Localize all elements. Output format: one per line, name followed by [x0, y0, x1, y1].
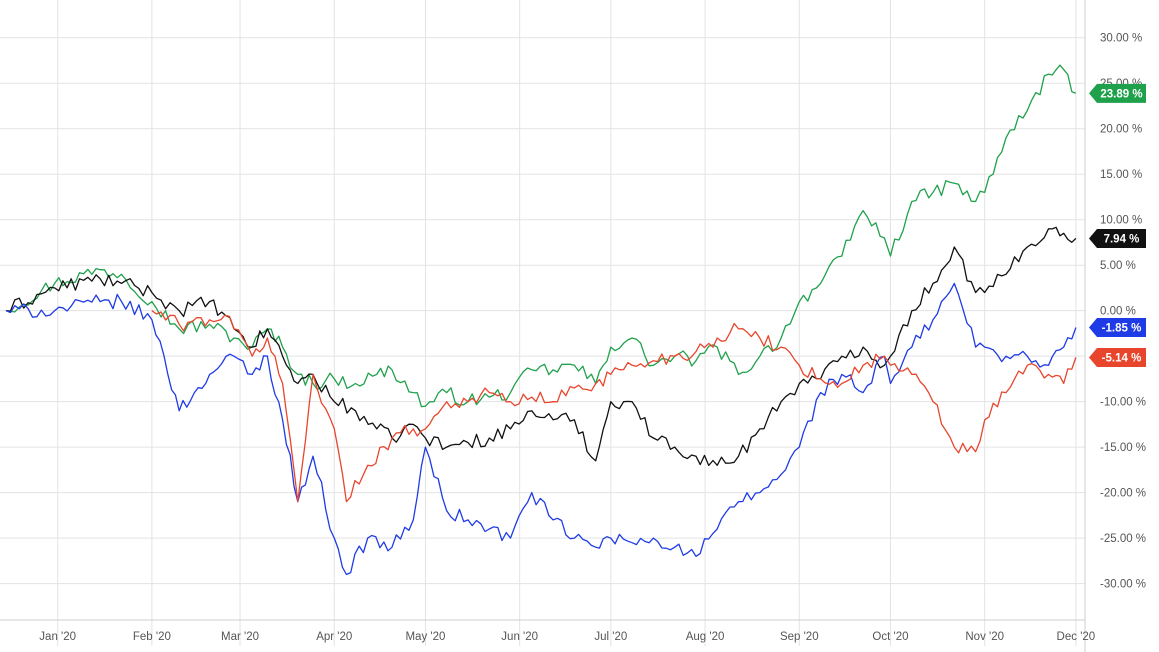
end-value-label: -1.85 %	[1102, 323, 1142, 335]
y-tick-label: 10.00 %	[1100, 215, 1142, 227]
x-tick-label: Jan '20	[39, 631, 76, 643]
series-line-2	[5, 226, 1077, 467]
y-tick-label: 5.00 %	[1100, 260, 1136, 272]
y-tick-label: -30.00 %	[1100, 579, 1146, 591]
x-tick-label: Oct '20	[872, 631, 908, 643]
x-tick-label: Mar '20	[221, 631, 259, 643]
x-tick-label: Jun '20	[501, 631, 538, 643]
series-lines	[5, 64, 1077, 576]
end-value-label: 23.89 %	[1100, 88, 1142, 100]
end-value-badge-bg	[1089, 228, 1146, 248]
end-value-badge-bg	[1089, 318, 1146, 338]
y-tick-label: -25.00 %	[1100, 533, 1146, 545]
x-tick-label: May '20	[405, 631, 445, 643]
x-tick-label: Sep '20	[780, 631, 819, 643]
x-tick-label: Feb '20	[133, 631, 171, 643]
series-line-4	[151, 310, 1077, 503]
x-tick-label: Aug '20	[686, 631, 725, 643]
y-tick-label: -15.00 %	[1100, 442, 1146, 454]
end-value-badge: 23.89 %	[1089, 83, 1146, 103]
y-tick-label: 20.00 %	[1100, 124, 1142, 136]
end-value-label: -5.14 %	[1102, 352, 1142, 364]
end-value-badge: -1.85 %	[1089, 318, 1146, 338]
end-value-badge: 7.94 %	[1089, 228, 1146, 248]
x-tick-label: Dec '20	[1057, 631, 1096, 643]
series-line-3	[5, 282, 1077, 576]
x-axis: Jan '20 Feb '20 Mar '20 Apr '20 May '20 Jun '…	[0, 619, 1096, 646]
y-tick-label: -10.00 %	[1100, 397, 1146, 409]
y-tick-label: 0.00 %	[1100, 306, 1136, 318]
end-value-badges: 23.89 % 7.94 % -1.85 % -5.14 %	[1089, 83, 1146, 367]
x-tick-label: Nov '20	[965, 631, 1004, 643]
y-tick-label: -20.00 %	[1100, 488, 1146, 500]
series-line-1	[5, 64, 1077, 408]
end-value-badge: -5.14 %	[1089, 347, 1146, 367]
x-tick-label: Jul '20	[594, 631, 627, 643]
x-tick-label: Apr '20	[316, 631, 352, 643]
grid	[0, 0, 1085, 620]
y-tick-label: 15.00 %	[1100, 169, 1142, 181]
end-value-badge-bg	[1089, 347, 1146, 367]
y-tick-label: 30.00 %	[1100, 33, 1142, 45]
end-value-badge-bg	[1089, 83, 1146, 103]
end-value-label: 7.94 %	[1104, 233, 1140, 245]
